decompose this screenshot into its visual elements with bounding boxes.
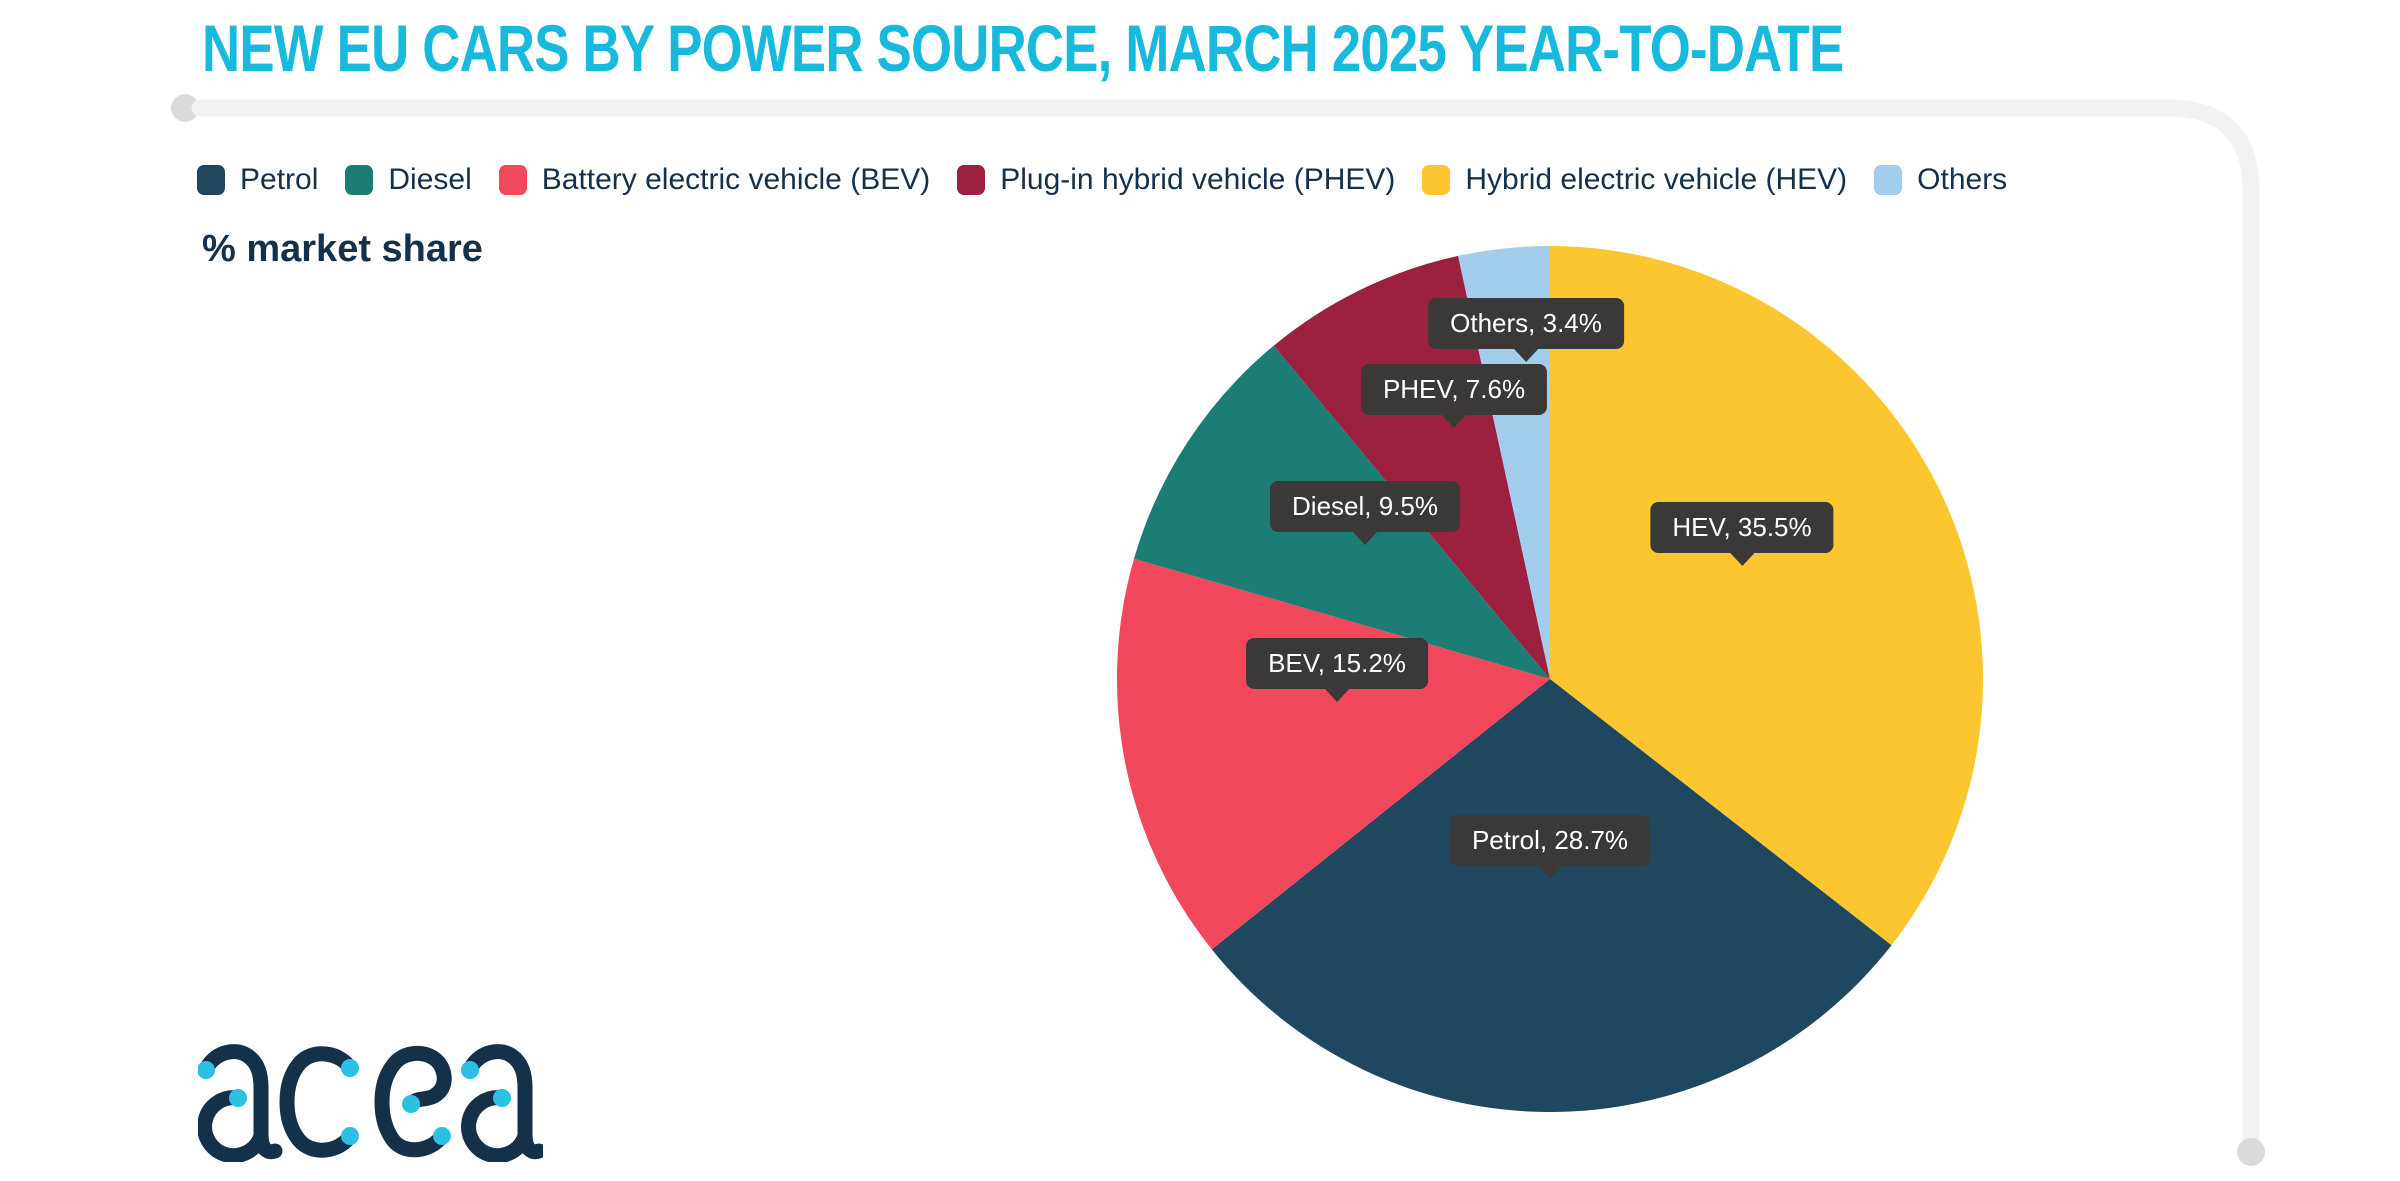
legend-label-petrol: Petrol [240,163,319,196]
legend-label-others: Others [1917,163,2008,196]
pie-slice-petrol[interactable] [1211,679,1892,1113]
legend-swatch-petrol [197,165,225,195]
logo-letter-a1-bowl [198,1090,269,1162]
logo-dot [493,1089,511,1107]
logo-dot [229,1089,247,1107]
legend-label-diesel: Diesel [388,163,472,196]
logo-letter-a2-bowl [461,1090,533,1162]
legend-item-bev[interactable]: Battery electric vehicle (BEV) [498,163,931,197]
legend-item-diesel[interactable]: Diesel [345,163,472,197]
chart-title: NEW EU CARS BY POWER SOURCE, MARCH 2025 … [202,11,1844,85]
logo-dot [461,1061,479,1079]
legend-swatch-phev [957,165,986,195]
pie-slice-hev[interactable] [1550,246,1983,946]
unit-label: % market share [202,228,483,270]
legend-item-phev[interactable]: Plug-in hybrid vehicle (PHEV) [957,163,1395,197]
frame-end-dot [2237,1138,2265,1166]
logo-letter-a2 [462,1044,543,1160]
logo-dot [341,1127,359,1145]
legend-item-hev[interactable]: Hybrid electric vehicle (HEV) [1422,163,1847,197]
logo-dot [198,1061,215,1079]
legend-label-phev: Plug-in hybrid vehicle (PHEV) [1000,163,1396,196]
frame-start-dot [171,94,199,122]
logo-dot [433,1127,451,1145]
logo-dot [341,1059,359,1077]
logo-dot [402,1095,420,1113]
legend-label-hev: Hybrid electric vehicle (HEV) [1465,163,1848,196]
legend-swatch-bev [498,165,527,195]
pie-slice-phev[interactable] [1273,255,1550,679]
logo-letter-e [374,1045,452,1158]
legend-item-others[interactable]: Others [1874,163,2007,197]
logo-letter-a1 [198,1044,283,1160]
logo-letter-c [279,1046,358,1158]
legend-swatch-hev [1422,165,1451,195]
legend-swatch-diesel [345,165,374,195]
frame-line [191,99,2260,1149]
legend-swatch-others [1874,165,1903,195]
legend-label-bev: Battery electric vehicle (BEV) [541,163,931,196]
legend-item-petrol[interactable]: Petrol [197,163,318,197]
acea-logo [198,1044,543,1162]
chart-legend: Petrol Diesel Battery electric vehicle (… [197,163,2034,197]
pie-slice-bev[interactable] [1116,558,1550,950]
